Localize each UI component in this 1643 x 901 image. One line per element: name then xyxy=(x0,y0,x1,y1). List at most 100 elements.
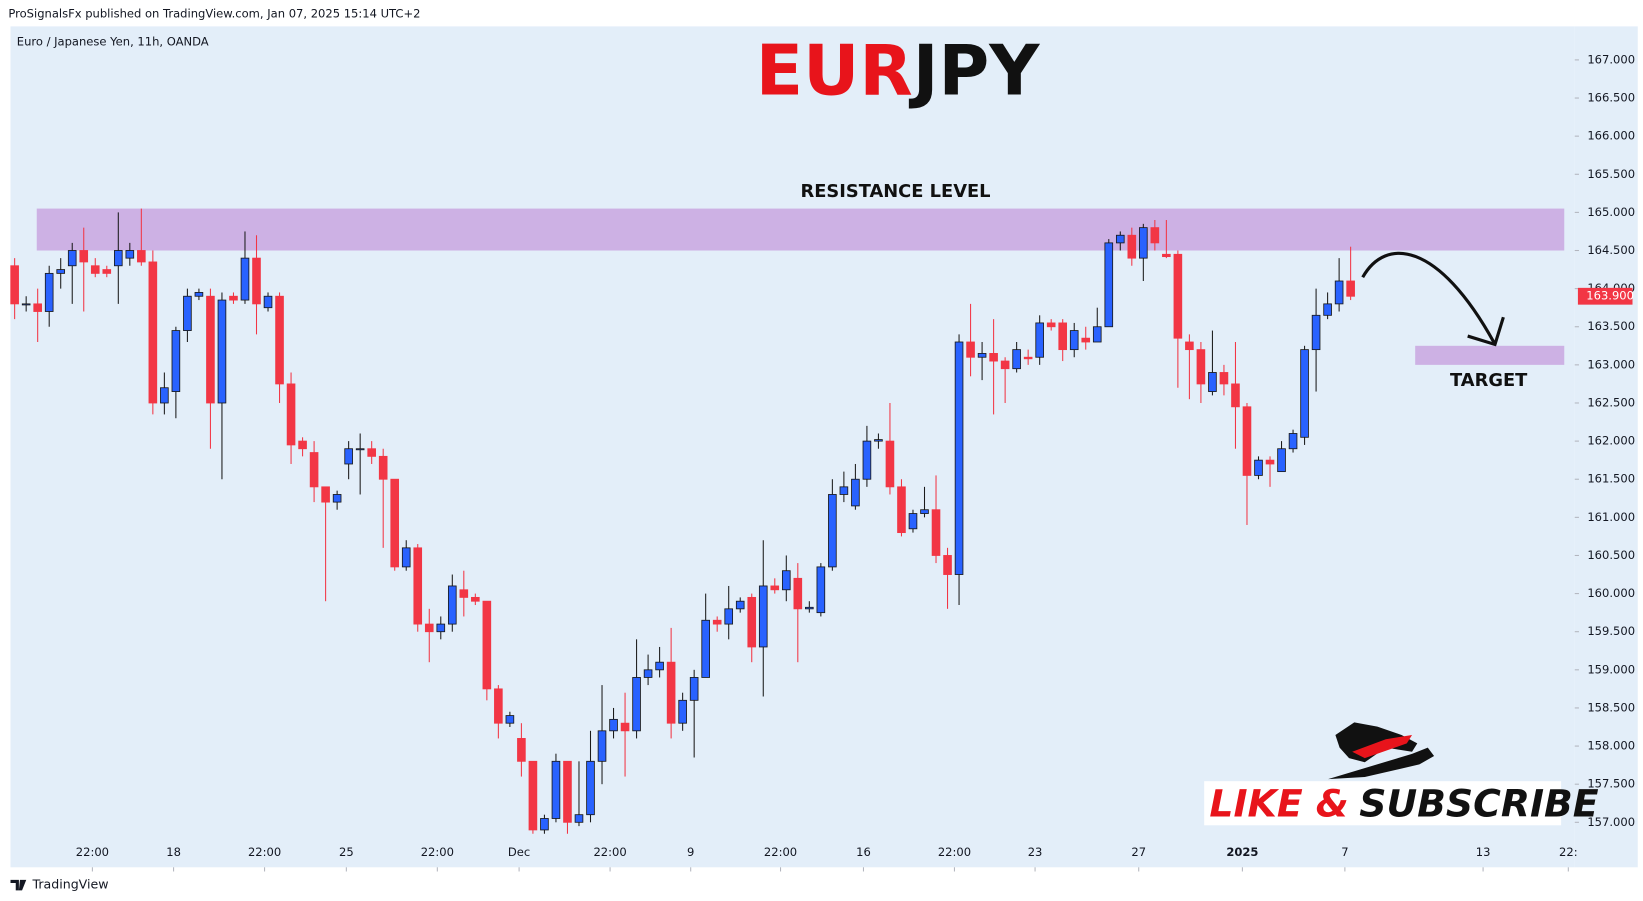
x-tick-label: 22:00 xyxy=(421,845,454,859)
candle-body xyxy=(1185,341,1194,351)
candle-body xyxy=(897,486,906,534)
x-tick-label: 23 xyxy=(1028,845,1043,859)
x-tick-label: 27 xyxy=(1131,845,1146,859)
candle-body xyxy=(1104,242,1114,328)
candle-body xyxy=(194,292,204,297)
candle-body xyxy=(298,440,307,450)
candle-body xyxy=(471,596,480,602)
candle-body xyxy=(21,303,31,306)
header: ProSignalsFx published on TradingView.co… xyxy=(8,6,420,20)
y-tick-label: 160.500 xyxy=(1587,548,1635,562)
tv-logo xyxy=(10,879,27,891)
candle-body xyxy=(597,730,607,762)
x-tick-label: 22:00 xyxy=(248,845,281,859)
axes: 157.000 157.500 158.000 158.500 159.000 159.5… xyxy=(76,52,1635,872)
candle-body xyxy=(321,486,330,503)
y-tick-label: 157.500 xyxy=(1587,777,1635,791)
candle-body xyxy=(1173,253,1183,339)
candle-body xyxy=(229,295,238,301)
candle-body xyxy=(125,250,135,259)
title-part: JPY xyxy=(909,32,1041,112)
y-tick-label: 159.500 xyxy=(1587,624,1635,638)
x-tick-label: 22: xyxy=(1559,845,1578,859)
candle-body xyxy=(206,295,215,404)
candle-body xyxy=(1311,314,1321,351)
candle-body xyxy=(459,589,469,598)
y-tick-label: 160.000 xyxy=(1587,586,1635,600)
candle-body xyxy=(805,606,814,610)
chart-title: EURJPY xyxy=(756,32,1040,112)
candle-body xyxy=(551,760,561,819)
title-part: EUR xyxy=(756,32,913,112)
y-tick-label: 161.000 xyxy=(1587,510,1635,524)
candle-body xyxy=(793,577,803,610)
candle-body xyxy=(240,257,250,301)
target-zone xyxy=(1415,345,1565,365)
cta-part: LIKE & xyxy=(1209,781,1348,825)
candle-body xyxy=(1242,406,1252,476)
footer: TradingView xyxy=(32,877,109,892)
candle-body xyxy=(528,760,538,831)
y-tick-label: 157.000 xyxy=(1587,815,1635,829)
y-tick-label: 159.000 xyxy=(1587,662,1635,676)
candle-body xyxy=(79,250,89,263)
candle-body xyxy=(1012,349,1021,370)
candle-body xyxy=(10,265,19,305)
candle-body xyxy=(67,250,77,267)
candle-body xyxy=(1000,360,1010,370)
candle-body xyxy=(563,760,572,823)
candle-body xyxy=(137,250,146,263)
y-tick-label: 163.000 xyxy=(1587,357,1635,371)
candle-body xyxy=(378,455,388,480)
candle-body xyxy=(494,688,503,724)
x-tick-label: 22:00 xyxy=(938,845,971,859)
candle-body xyxy=(1196,349,1206,385)
resistance-label: RESISTANCE LEVEL xyxy=(800,181,990,202)
candle-body xyxy=(355,448,365,451)
candle-body xyxy=(851,478,860,507)
candle-body xyxy=(102,269,112,274)
y-tick-label: 167.000 xyxy=(1587,52,1635,66)
candle-body xyxy=(701,619,710,678)
y-tick-label: 166.000 xyxy=(1587,129,1635,143)
candle-body xyxy=(1323,303,1332,316)
candle-body xyxy=(632,677,641,732)
candle-body xyxy=(183,295,192,331)
candle-body xyxy=(828,494,837,568)
candle-body xyxy=(390,478,400,568)
candle-body xyxy=(954,341,964,575)
candle-body xyxy=(1127,234,1137,259)
x-tick-label: 22:00 xyxy=(593,845,626,859)
x-tick-label: 25 xyxy=(339,845,354,859)
candle-body xyxy=(148,261,158,404)
candle-body xyxy=(724,608,734,625)
candle-body xyxy=(931,509,941,556)
candle-body xyxy=(56,269,66,274)
candle-body xyxy=(1346,280,1355,297)
target-label: TARGET xyxy=(1450,370,1528,391)
x-tick-label: 18 xyxy=(166,845,181,859)
candles xyxy=(10,208,1355,834)
candle-body xyxy=(1092,326,1102,343)
candle-body xyxy=(217,299,227,404)
candle-body xyxy=(33,303,42,312)
y-tick-label: 162.000 xyxy=(1587,434,1635,448)
candle-body xyxy=(1334,280,1344,305)
candle-body xyxy=(735,600,745,610)
x-tick-label: 9 xyxy=(687,845,694,859)
candle-body xyxy=(609,718,618,732)
y-tick-label: 166.500 xyxy=(1587,91,1635,105)
candle-body xyxy=(517,738,526,762)
candle-body xyxy=(758,585,768,648)
candle-body xyxy=(966,341,975,358)
candle-body xyxy=(344,448,353,465)
candle-body xyxy=(747,596,757,648)
candle-body xyxy=(943,555,952,575)
candle-body xyxy=(1300,349,1309,438)
candle-body xyxy=(447,585,457,625)
x-tick-label: 13 xyxy=(1476,845,1491,859)
candle-body xyxy=(643,669,653,678)
candle-body xyxy=(1288,433,1298,450)
candle-body xyxy=(482,600,492,690)
candle-body xyxy=(574,814,584,823)
